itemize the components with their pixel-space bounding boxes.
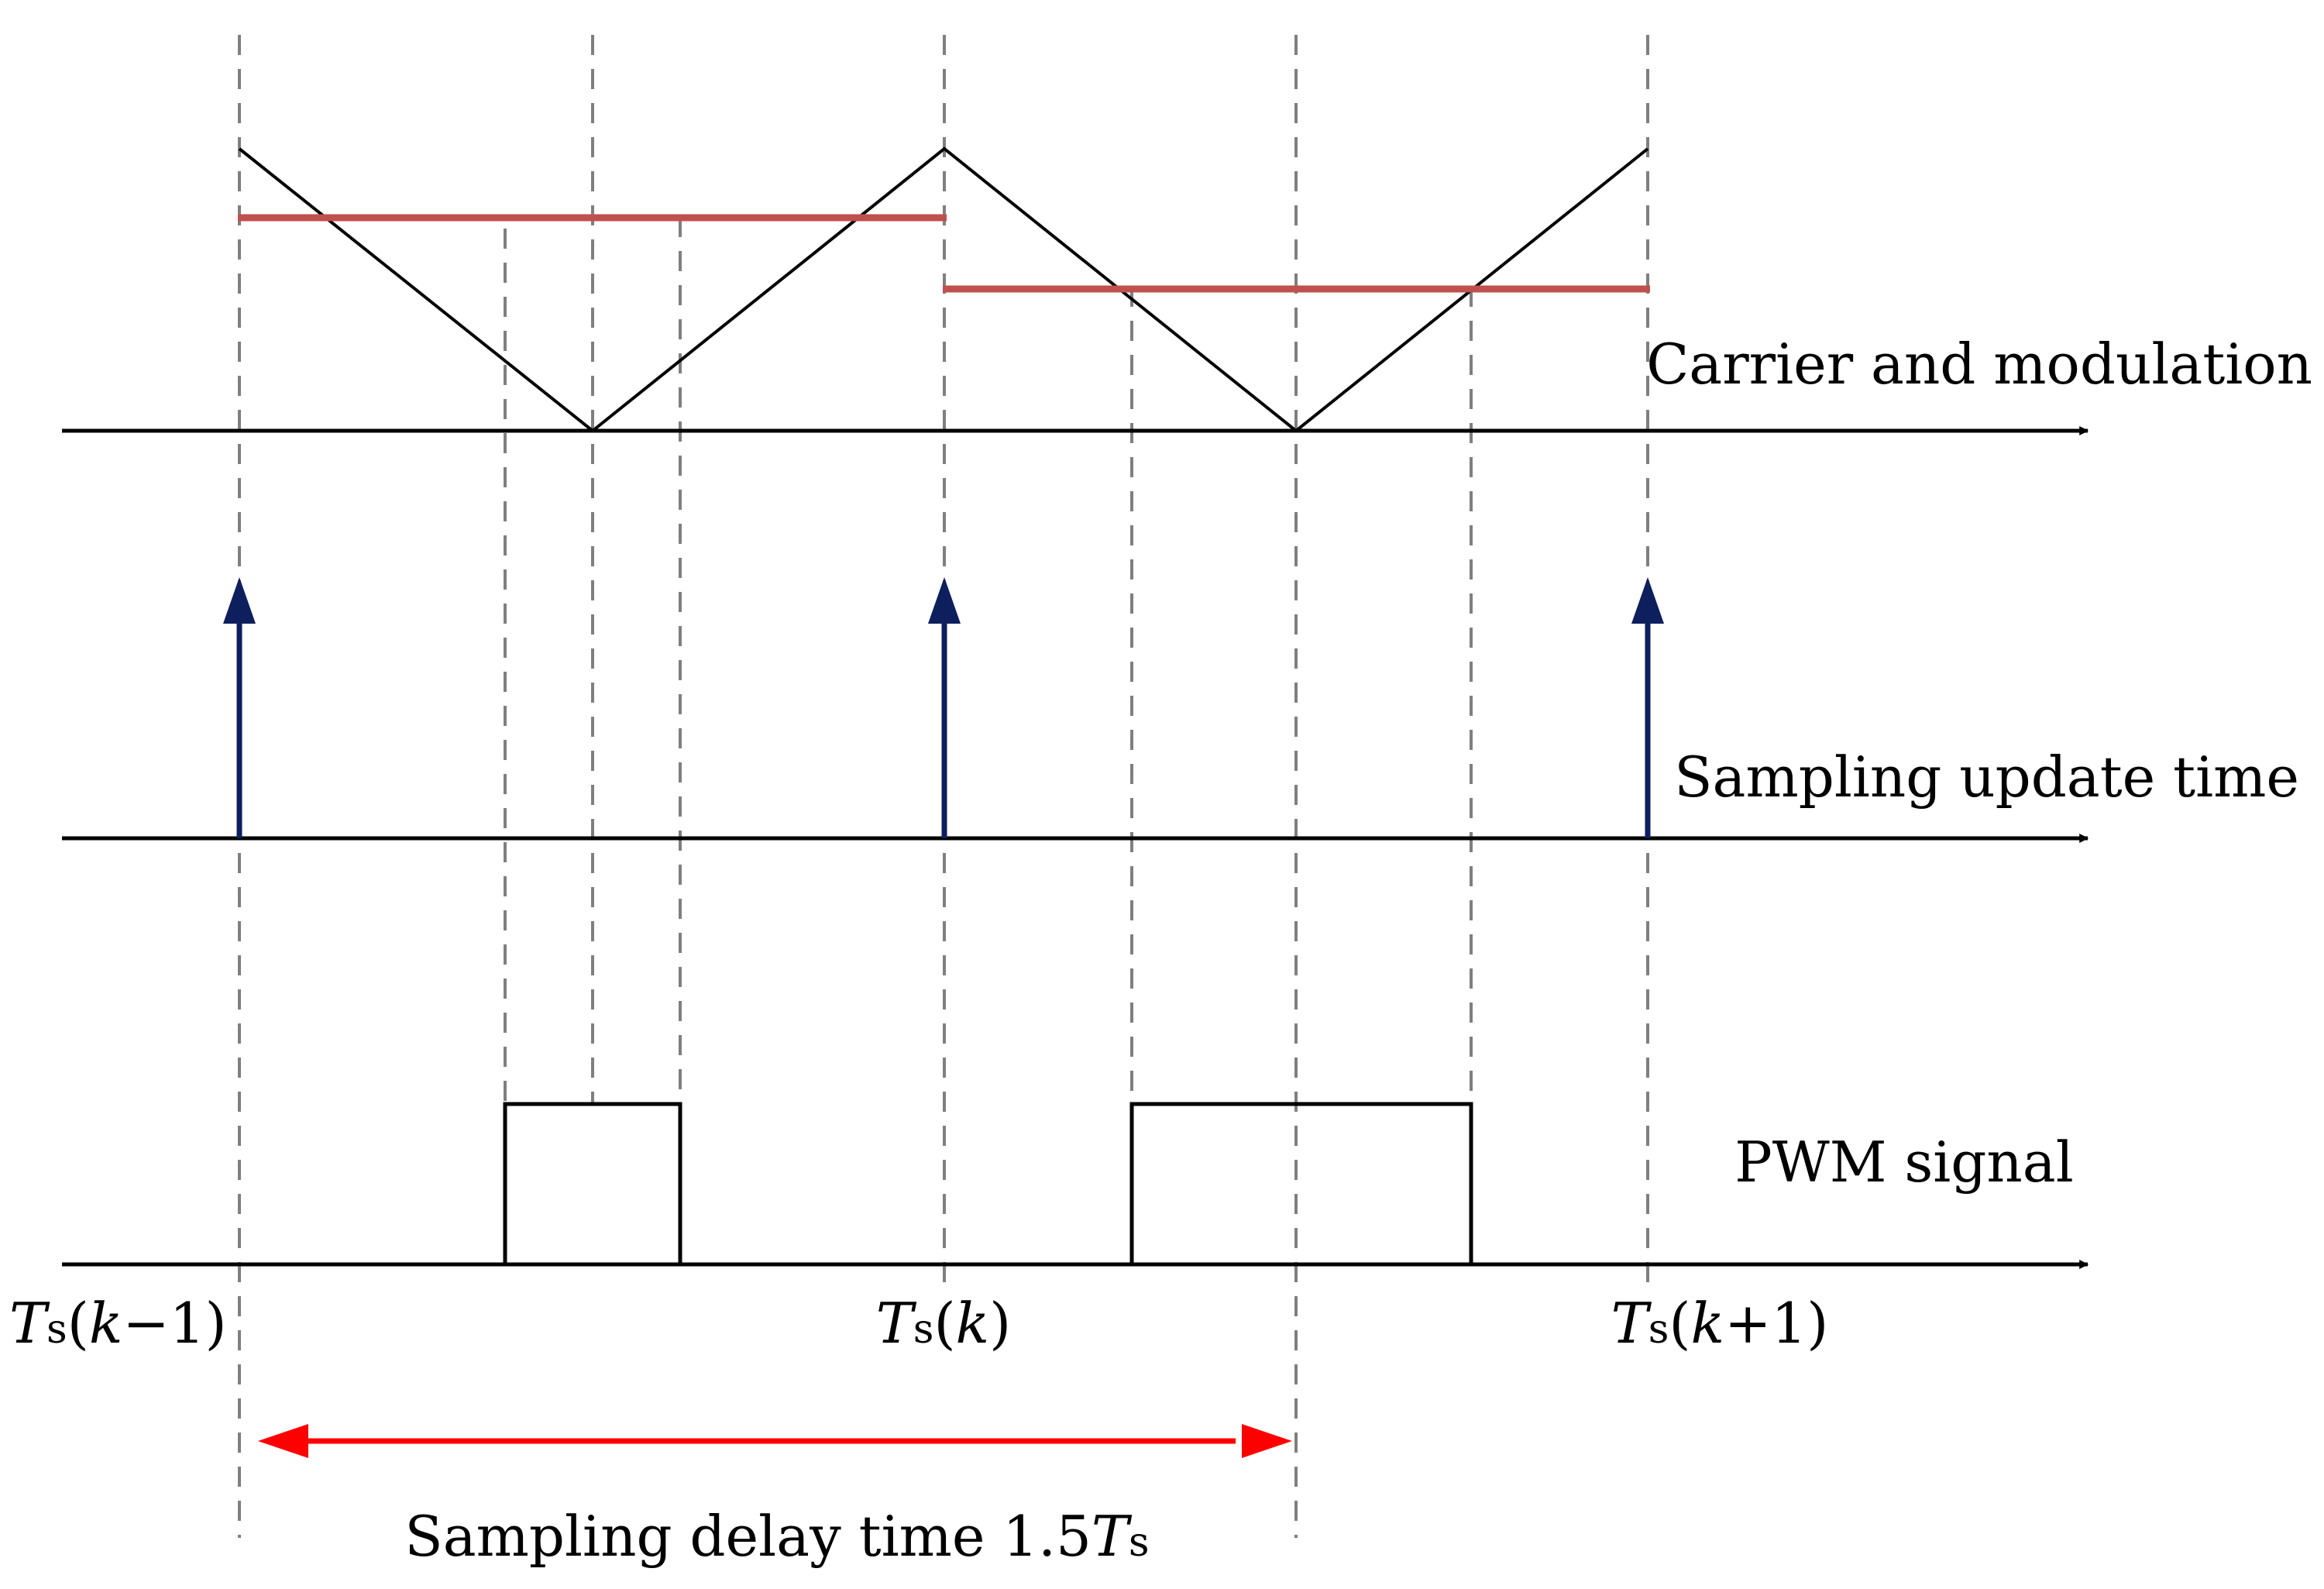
tick-label-ts-k-minus-1: Ts(k−1) bbox=[9, 1291, 227, 1356]
sampling-arrow-1 bbox=[223, 577, 256, 838]
pwm-signal-label: PWM signal bbox=[1734, 1130, 2073, 1195]
carrier-wave bbox=[238, 146, 1649, 433]
modulation-levels bbox=[238, 214, 1650, 293]
time-axes bbox=[62, 426, 2089, 1269]
sampling-arrow-3 bbox=[1631, 577, 1664, 838]
pwm-pulse-1 bbox=[503, 1102, 682, 1264]
tick-label-ts-k-plus-1: Ts(k+1) bbox=[1611, 1291, 1829, 1356]
sampling-arrow-2 bbox=[928, 577, 961, 838]
pwm-pulse-2 bbox=[1129, 1102, 1473, 1264]
tick-label-ts-k: Ts(k) bbox=[876, 1291, 1012, 1356]
carrier-modulation-label: Carrier and modulation bbox=[1646, 332, 2312, 397]
pwm-pulses bbox=[503, 1102, 1473, 1264]
delay-arrow bbox=[258, 1424, 1292, 1458]
sampling-update-label: Sampling update time bbox=[1674, 745, 2299, 810]
sampling-arrows bbox=[223, 577, 1664, 838]
sampling-delay-label: Sampling delay time 1.5Ts bbox=[404, 1504, 1149, 1569]
